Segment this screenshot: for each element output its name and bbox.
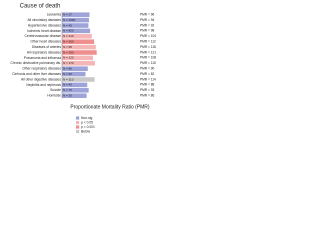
n-label: N = 27: [63, 12, 72, 16]
bar: [62, 77, 95, 82]
legend-swatch: [76, 120, 80, 125]
n-label: N = 820: [63, 29, 74, 33]
bar: [62, 23, 89, 28]
chart: Cause of death Proportionate Mortality R…: [10, 4, 156, 134]
value-label: PMR = 108: [140, 56, 156, 60]
n-label: N = 210: [63, 34, 74, 38]
bar: [62, 82, 88, 88]
value-label: PMR = 98: [140, 29, 154, 33]
category-label: Leukemia: [47, 13, 61, 17]
category-label: Hypertensive diseases: [28, 23, 62, 27]
value-label: PMR = 114: [140, 77, 156, 81]
n-label: N = 40: [63, 83, 72, 87]
bar: [62, 93, 87, 98]
value-label: PMR = 93: [140, 88, 154, 92]
bar: [62, 71, 86, 77]
category-label: All circulatory diseases: [27, 18, 61, 22]
category-label: Diseases of arteries: [32, 45, 61, 49]
bar: [62, 61, 95, 66]
bar: [62, 55, 93, 61]
bar: [62, 34, 92, 39]
bar: [62, 28, 91, 34]
category-label: Other heart diseases: [30, 40, 61, 44]
value-label: PMR = 82: [140, 72, 154, 76]
value-label: PMR = 104: [140, 34, 156, 38]
n-label: N = 1550: [63, 18, 76, 22]
n-label: N = 110: [63, 77, 74, 81]
n-label: N = 260: [63, 39, 74, 43]
category-label: Ischemic heart disease: [27, 29, 61, 33]
bar: [62, 44, 96, 50]
value-label: PMR = 88: [140, 83, 154, 87]
x-axis-label: Proportionate Mortality Ratio (PMR): [70, 104, 150, 110]
bar: [62, 66, 88, 71]
n-label: N = 60: [63, 72, 72, 76]
value-label: PMR = 92: [140, 23, 154, 27]
category-label: All respiratory diseases: [27, 50, 61, 54]
category-label: Cerebrovascular disease: [25, 34, 62, 38]
n-label: N = 390: [63, 50, 74, 54]
category-label: Pneumonia and influenza: [24, 56, 61, 60]
page: Cause of death Proportionate Mortality R…: [10, 3, 157, 134]
n-label: N = 95: [63, 45, 72, 49]
n-label: N = 45: [63, 23, 72, 27]
n-label: N = 30: [63, 93, 72, 97]
legend-swatch: [76, 116, 80, 120]
chart-title: Cause of death: [20, 4, 61, 10]
category-label: All other digestive diseases: [21, 77, 61, 81]
value-label: PMR = 118: [140, 45, 156, 49]
value-label: PMR = 96: [140, 13, 154, 17]
category-label: Homicide: [47, 94, 61, 98]
bar: [62, 12, 90, 17]
value-label: PMR = 115: [140, 61, 156, 65]
n-label: N = 120: [63, 56, 74, 60]
bar: [62, 50, 97, 55]
value-label: PMR = 112: [140, 40, 156, 44]
category-label: Suicide: [50, 88, 61, 92]
legend-swatch: [76, 129, 80, 134]
category-label: Cirrhosis and other liver diseases: [12, 72, 61, 76]
value-label: PMR = 94: [140, 18, 154, 22]
category-label: Nephritis and nephrosis: [26, 83, 61, 87]
legend-label: p < 0.001: [81, 125, 95, 129]
n-label: N = 170: [63, 61, 74, 65]
bar: [62, 39, 95, 44]
n-label: N = 80: [63, 66, 72, 70]
value-label: PMR = 90: [140, 67, 154, 71]
category-label: Chronic obstructive pulmonary dis.: [10, 61, 61, 65]
legend-label: Below: [81, 129, 91, 133]
n-label: N = 75: [63, 88, 72, 92]
legend-swatch: [76, 125, 80, 129]
bar: [62, 17, 89, 23]
bar: [62, 88, 89, 93]
category-label: Other respiratory diseases: [22, 67, 61, 71]
legend-label: p < 0.05: [81, 120, 93, 124]
legend-label: Non-sig: [81, 116, 93, 120]
value-label: PMR = 86: [140, 94, 154, 98]
value-label: PMR = 121: [140, 50, 156, 54]
